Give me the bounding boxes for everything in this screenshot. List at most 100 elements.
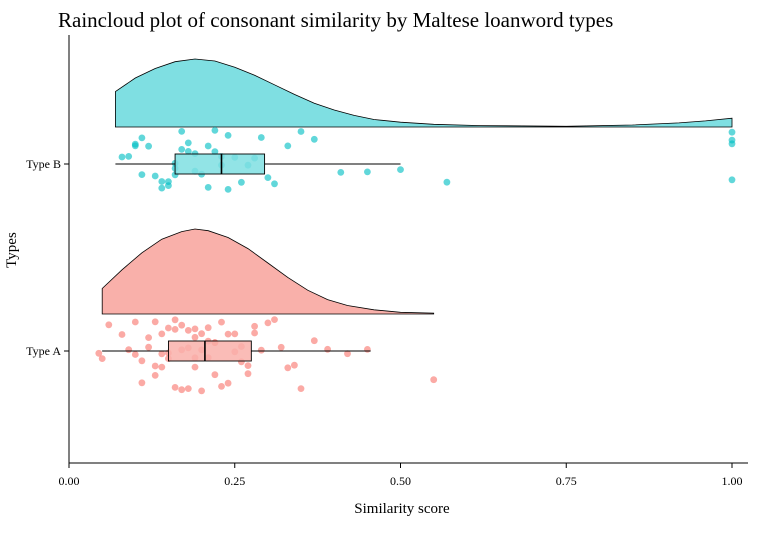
- point-type-b: [728, 128, 736, 136]
- point-type-a: [244, 370, 252, 378]
- point-type-b: [284, 142, 292, 150]
- point-type-a: [125, 346, 133, 354]
- point-type-a: [224, 330, 232, 338]
- y-tick-label-type-a: Type A: [26, 344, 61, 358]
- point-type-b: [125, 153, 133, 160]
- point-type-a: [178, 386, 186, 394]
- point-type-a: [284, 364, 292, 372]
- point-type-a: [145, 343, 153, 351]
- point-type-a: [184, 385, 192, 392]
- point-type-b: [158, 178, 166, 185]
- x-axis-ticks: 0.00 0.25 0.50 0.75 1.00: [59, 463, 743, 488]
- point-type-a: [118, 331, 126, 338]
- density-type-a: [101, 228, 435, 315]
- point-type-b: [158, 184, 166, 192]
- point-type-b: [138, 171, 146, 179]
- point-type-a: [277, 343, 285, 351]
- point-type-a: [198, 330, 206, 338]
- point-type-a: [151, 362, 159, 370]
- x-tick-label: 0.25: [224, 474, 245, 488]
- point-type-b: [211, 148, 219, 156]
- y-tick-label-type-b: Type B: [26, 157, 61, 171]
- point-type-a: [310, 337, 318, 345]
- point-type-b: [211, 126, 219, 134]
- point-type-a: [257, 346, 265, 354]
- point-type-a: [151, 318, 159, 326]
- point-type-a: [158, 330, 166, 338]
- point-type-a: [264, 319, 272, 327]
- point-type-b: [204, 184, 212, 191]
- point-type-a: [191, 325, 199, 333]
- point-type-a: [291, 361, 298, 369]
- y-axis-title: Types: [4, 232, 20, 268]
- point-type-b: [165, 178, 172, 186]
- x-tick-label: 0.00: [59, 474, 80, 488]
- point-type-b: [310, 135, 318, 143]
- density-type-b: [115, 58, 733, 128]
- point-type-b: [257, 134, 265, 141]
- box-type-b: [174, 153, 266, 175]
- box-type-a: [167, 340, 252, 362]
- point-type-a: [204, 324, 212, 332]
- point-type-a: [158, 350, 166, 358]
- point-type-b: [224, 186, 232, 193]
- point-type-a: [218, 383, 225, 390]
- point-type-a: [297, 385, 305, 392]
- point-type-a: [145, 334, 153, 341]
- point-type-b: [728, 136, 736, 144]
- point-type-b: [131, 140, 139, 148]
- point-type-a: [158, 363, 166, 371]
- point-type-a: [171, 384, 179, 391]
- x-tick-label: 0.75: [556, 474, 577, 488]
- point-type-a: [171, 326, 179, 333]
- point-type-a: [171, 316, 179, 324]
- point-type-a: [344, 350, 351, 358]
- point-type-b: [271, 180, 278, 188]
- point-type-a: [165, 324, 172, 332]
- x-axis-title: Similarity score: [354, 501, 450, 517]
- point-type-b: [204, 142, 212, 150]
- point-type-b: [238, 178, 245, 186]
- point-type-b: [178, 127, 186, 135]
- point-type-b: [397, 166, 404, 174]
- point-type-b: [178, 146, 186, 153]
- point-type-a: [105, 321, 113, 329]
- point-type-a: [211, 371, 219, 379]
- point-type-a: [324, 345, 331, 353]
- point-type-a: [198, 387, 206, 395]
- point-type-b: [118, 153, 126, 161]
- point-type-b: [151, 172, 159, 180]
- point-type-a: [95, 349, 103, 357]
- point-type-a: [224, 379, 232, 387]
- point-type-a: [251, 329, 258, 337]
- plot-area: [95, 58, 736, 395]
- point-type-a: [138, 357, 146, 365]
- point-type-a: [138, 379, 146, 387]
- point-type-b: [337, 169, 345, 176]
- point-type-b: [184, 148, 192, 155]
- point-type-a: [191, 333, 199, 341]
- y-axis-ticks: Type A Type B: [26, 157, 69, 358]
- point-type-b: [364, 168, 371, 176]
- point-type-b: [443, 178, 451, 186]
- point-type-a: [231, 330, 239, 338]
- point-type-b: [297, 128, 305, 135]
- point-type-a: [218, 318, 225, 326]
- point-type-a: [244, 362, 252, 369]
- point-type-a: [271, 316, 278, 323]
- point-type-b: [728, 176, 736, 184]
- point-type-a: [430, 376, 438, 384]
- point-type-a: [178, 321, 186, 329]
- point-type-b: [224, 132, 232, 139]
- point-type-a: [251, 322, 258, 330]
- point-type-a: [364, 346, 371, 353]
- point-type-a: [151, 372, 159, 379]
- point-type-b: [184, 139, 192, 147]
- point-type-b: [264, 174, 272, 182]
- point-type-a: [131, 318, 139, 326]
- x-tick-label: 1.00: [722, 474, 743, 488]
- chart-title: Raincloud plot of consonant similarity b…: [58, 8, 613, 32]
- point-type-a: [191, 363, 199, 371]
- point-type-b: [145, 142, 153, 150]
